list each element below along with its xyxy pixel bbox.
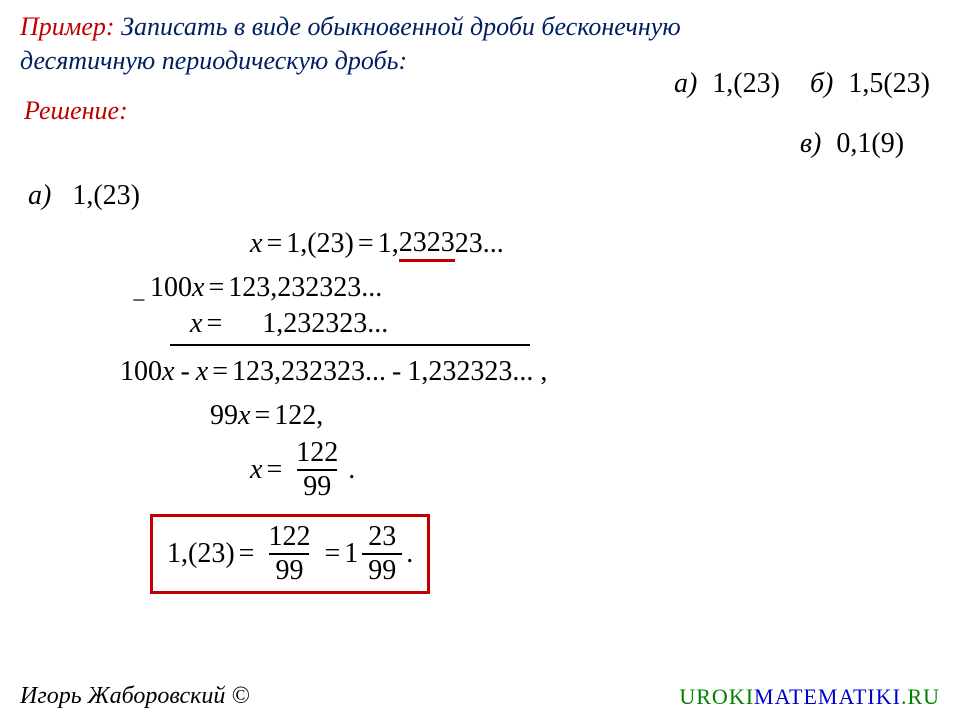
l4-var-b: x <box>196 356 208 388</box>
eq-sign: = <box>208 356 232 388</box>
l6-var: x <box>250 454 262 486</box>
l4-rhs1: 123,232323... <box>232 356 386 388</box>
footer-site: UROKIMATEMATIKI.RU <box>679 684 940 710</box>
res-lhs: 1,(23) <box>167 538 235 570</box>
problem-b: б) 1,5(23) <box>810 68 930 100</box>
frac-top: 122 <box>262 523 316 553</box>
problem-a: а) 1,(23) <box>674 68 780 100</box>
subtraction-rule <box>170 344 530 346</box>
l4-rhs2: 1,232323... , <box>407 356 547 388</box>
problem-v-value: 0,1(9) <box>836 128 904 159</box>
problem-a-value: 1,(23) <box>712 68 780 99</box>
l6-dot: . <box>348 454 355 486</box>
case-a-value: 1,(23) <box>72 180 140 211</box>
l1-v2a: 1, <box>378 228 399 260</box>
l2-rhs: 123,232323... <box>228 272 382 304</box>
problems-list: а) 1,(23) б) 1,5(23) в) 0,1(9) <box>674 68 930 160</box>
eq-sign: = <box>204 272 228 304</box>
l5-coef: 99 <box>210 400 238 432</box>
eq-sign: = <box>262 454 286 486</box>
problem-b-label: б) <box>810 68 833 99</box>
footer-author: Игорь Жаборовский © <box>20 683 250 710</box>
eq-line-6: x = 122 99 . <box>150 440 547 500</box>
fraction-res1: 122 99 <box>262 523 316 585</box>
problem-v-label: в) <box>800 128 821 159</box>
header-text-1: Записать в виде обыкновенной дроби беско… <box>115 12 681 41</box>
eq-sign: = <box>202 308 226 340</box>
l4-coef: 100 <box>120 356 162 388</box>
l3-var: x <box>190 308 202 340</box>
problems-row-1: а) 1,(23) б) 1,5(23) <box>674 68 930 100</box>
res-dot: . <box>406 538 413 570</box>
frac-bot: 99 <box>269 553 309 585</box>
l2-coef: 100 <box>150 272 192 304</box>
l2-var: x <box>192 272 204 304</box>
res-whole: 1 <box>344 538 358 570</box>
l1-v2b: 23... <box>455 228 504 260</box>
eq-line-5: 99x = 122, <box>150 396 547 436</box>
minus-sign: - <box>174 356 195 388</box>
footer-site-g2: .RU <box>901 684 940 709</box>
l1-v2-red: 2323 <box>399 227 455 262</box>
result-box: 1,(23) = 122 99 = 1 23 99 . <box>150 514 430 594</box>
l1-var: x <box>250 228 262 260</box>
problem-b-value: 1,5(23) <box>848 68 930 99</box>
workings: x = 1,(23) = 1,232323... − 100x = 123,23… <box>150 224 547 594</box>
example-label: Пример: <box>20 12 115 41</box>
l5-var: x <box>238 400 250 432</box>
slide: Пример: Записать в виде обыкновенной дро… <box>0 0 960 720</box>
problem-a-label: а) <box>674 68 697 99</box>
eq-sign: = <box>250 400 274 432</box>
eq-sign: = <box>235 538 259 570</box>
subtraction-minus: − <box>132 288 146 315</box>
frac-bot: 99 <box>297 469 337 501</box>
eq-line-3: x = 1,232323... <box>150 306 547 342</box>
eq-sign: = <box>262 228 286 260</box>
eq-sign: = <box>354 228 378 260</box>
l3-rhs: 1,232323... <box>226 308 388 340</box>
frac-bot: 99 <box>362 553 402 585</box>
l5-rhs: 122, <box>274 400 323 432</box>
header-line-1: Пример: Записать в виде обыкновенной дро… <box>20 10 940 44</box>
case-a: а) 1,(23) <box>28 180 140 212</box>
frac-top: 23 <box>362 523 402 553</box>
problems-row-2: в) 0,1(9) <box>674 128 930 160</box>
l4-var-a: x <box>162 356 174 388</box>
eq-line-2: 100x = 123,232323... <box>150 270 547 306</box>
eq-line-1: x = 1,(23) = 1,232323... <box>150 224 547 264</box>
l1-v1: 1,(23) <box>286 228 354 260</box>
eq-sign: = <box>320 538 344 570</box>
eq-line-4: 100x - x = 123,232323... - 1,232323... , <box>120 352 547 392</box>
case-a-label: а) <box>28 180 51 211</box>
fraction-res2: 23 99 <box>362 523 402 585</box>
subtraction-block: − 100x = 123,232323... x = 1,232323... <box>150 270 547 346</box>
fraction-122-99: 122 99 <box>290 439 344 501</box>
minus-sign: - <box>386 356 407 388</box>
frac-top: 122 <box>290 439 344 469</box>
footer-site-b: MATEMATIKI <box>754 684 901 709</box>
footer-site-g1: UROKI <box>679 684 754 709</box>
